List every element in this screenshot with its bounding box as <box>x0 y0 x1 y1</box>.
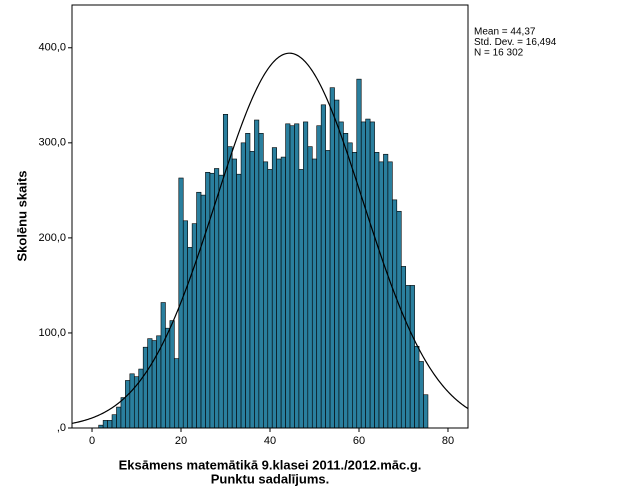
bar <box>352 152 358 429</box>
bar <box>151 340 157 429</box>
bar <box>285 123 291 429</box>
bar <box>329 87 335 429</box>
bar <box>191 223 197 429</box>
bar <box>125 380 131 429</box>
bar <box>254 119 260 429</box>
bar <box>418 361 424 429</box>
bar <box>392 199 398 429</box>
bar <box>347 142 353 429</box>
bar <box>142 346 148 429</box>
bar <box>263 161 269 429</box>
y-tick-label: 200,0 <box>38 232 66 244</box>
bar <box>156 335 162 429</box>
bar <box>396 210 402 429</box>
bar <box>303 121 309 429</box>
bar <box>205 171 211 429</box>
bar <box>240 142 246 429</box>
bar <box>236 173 242 429</box>
bar <box>334 99 340 429</box>
bar <box>271 147 277 429</box>
y-tick-label: 100,0 <box>38 327 66 339</box>
bar <box>316 125 322 429</box>
bar <box>174 358 180 429</box>
bar <box>289 125 295 429</box>
bar <box>160 302 166 429</box>
bar <box>280 156 286 429</box>
bar <box>325 150 331 429</box>
bar <box>409 285 415 429</box>
bar <box>383 153 389 429</box>
bar <box>307 146 313 429</box>
bar <box>298 169 304 429</box>
bar <box>258 133 264 429</box>
bar <box>267 169 273 429</box>
bar <box>200 194 206 429</box>
x-tick-label: 0 <box>89 435 95 447</box>
bar <box>107 420 113 429</box>
bar <box>320 104 326 429</box>
bar <box>129 373 135 429</box>
normal-curve <box>71 52 469 424</box>
bar <box>338 121 344 429</box>
bar <box>227 146 233 429</box>
bar <box>343 133 349 429</box>
stat-label: Mean = 44,37 <box>474 27 536 38</box>
bar <box>294 123 300 429</box>
bar <box>400 266 407 429</box>
bar <box>405 285 411 429</box>
bar <box>165 327 171 429</box>
bar <box>169 320 175 429</box>
bar <box>147 338 153 429</box>
bar <box>196 191 202 429</box>
y-tick-label: ,0 <box>57 422 66 434</box>
bar <box>378 161 384 429</box>
bar <box>111 414 117 429</box>
bar <box>374 152 380 429</box>
bar <box>222 114 229 429</box>
y-axis-title: Skolēnu skaits <box>14 170 29 261</box>
x-tick-label: 80 <box>442 435 454 447</box>
bar <box>214 168 220 429</box>
bar <box>182 220 188 429</box>
bar <box>423 394 429 429</box>
bar <box>245 133 251 429</box>
bar <box>218 174 224 429</box>
x-tick-label: 60 <box>353 435 365 447</box>
bar <box>116 406 122 429</box>
bar <box>414 345 420 429</box>
y-tick-label: 400,0 <box>38 42 66 54</box>
y-tick-label: 300,0 <box>38 137 66 149</box>
bar <box>311 158 318 429</box>
bar <box>369 121 375 429</box>
bar <box>387 161 393 429</box>
bar <box>276 158 282 429</box>
stat-label: N = 16 302 <box>474 48 524 59</box>
x-axis-title: Eksāmens matemātikā 9.klasei 2011./2012.… <box>119 457 422 472</box>
bar <box>231 158 237 429</box>
bar <box>102 420 108 429</box>
bar <box>120 397 126 429</box>
bar <box>356 78 362 429</box>
x-axis-title: Punktu sadalījums. <box>211 471 329 486</box>
bar <box>365 118 371 429</box>
stat-label: Std. Dev. = 16,494 <box>474 37 557 48</box>
x-tick-label: 40 <box>264 435 276 447</box>
bar <box>360 121 366 429</box>
x-tick-label: 20 <box>175 435 187 447</box>
bar <box>249 151 255 429</box>
